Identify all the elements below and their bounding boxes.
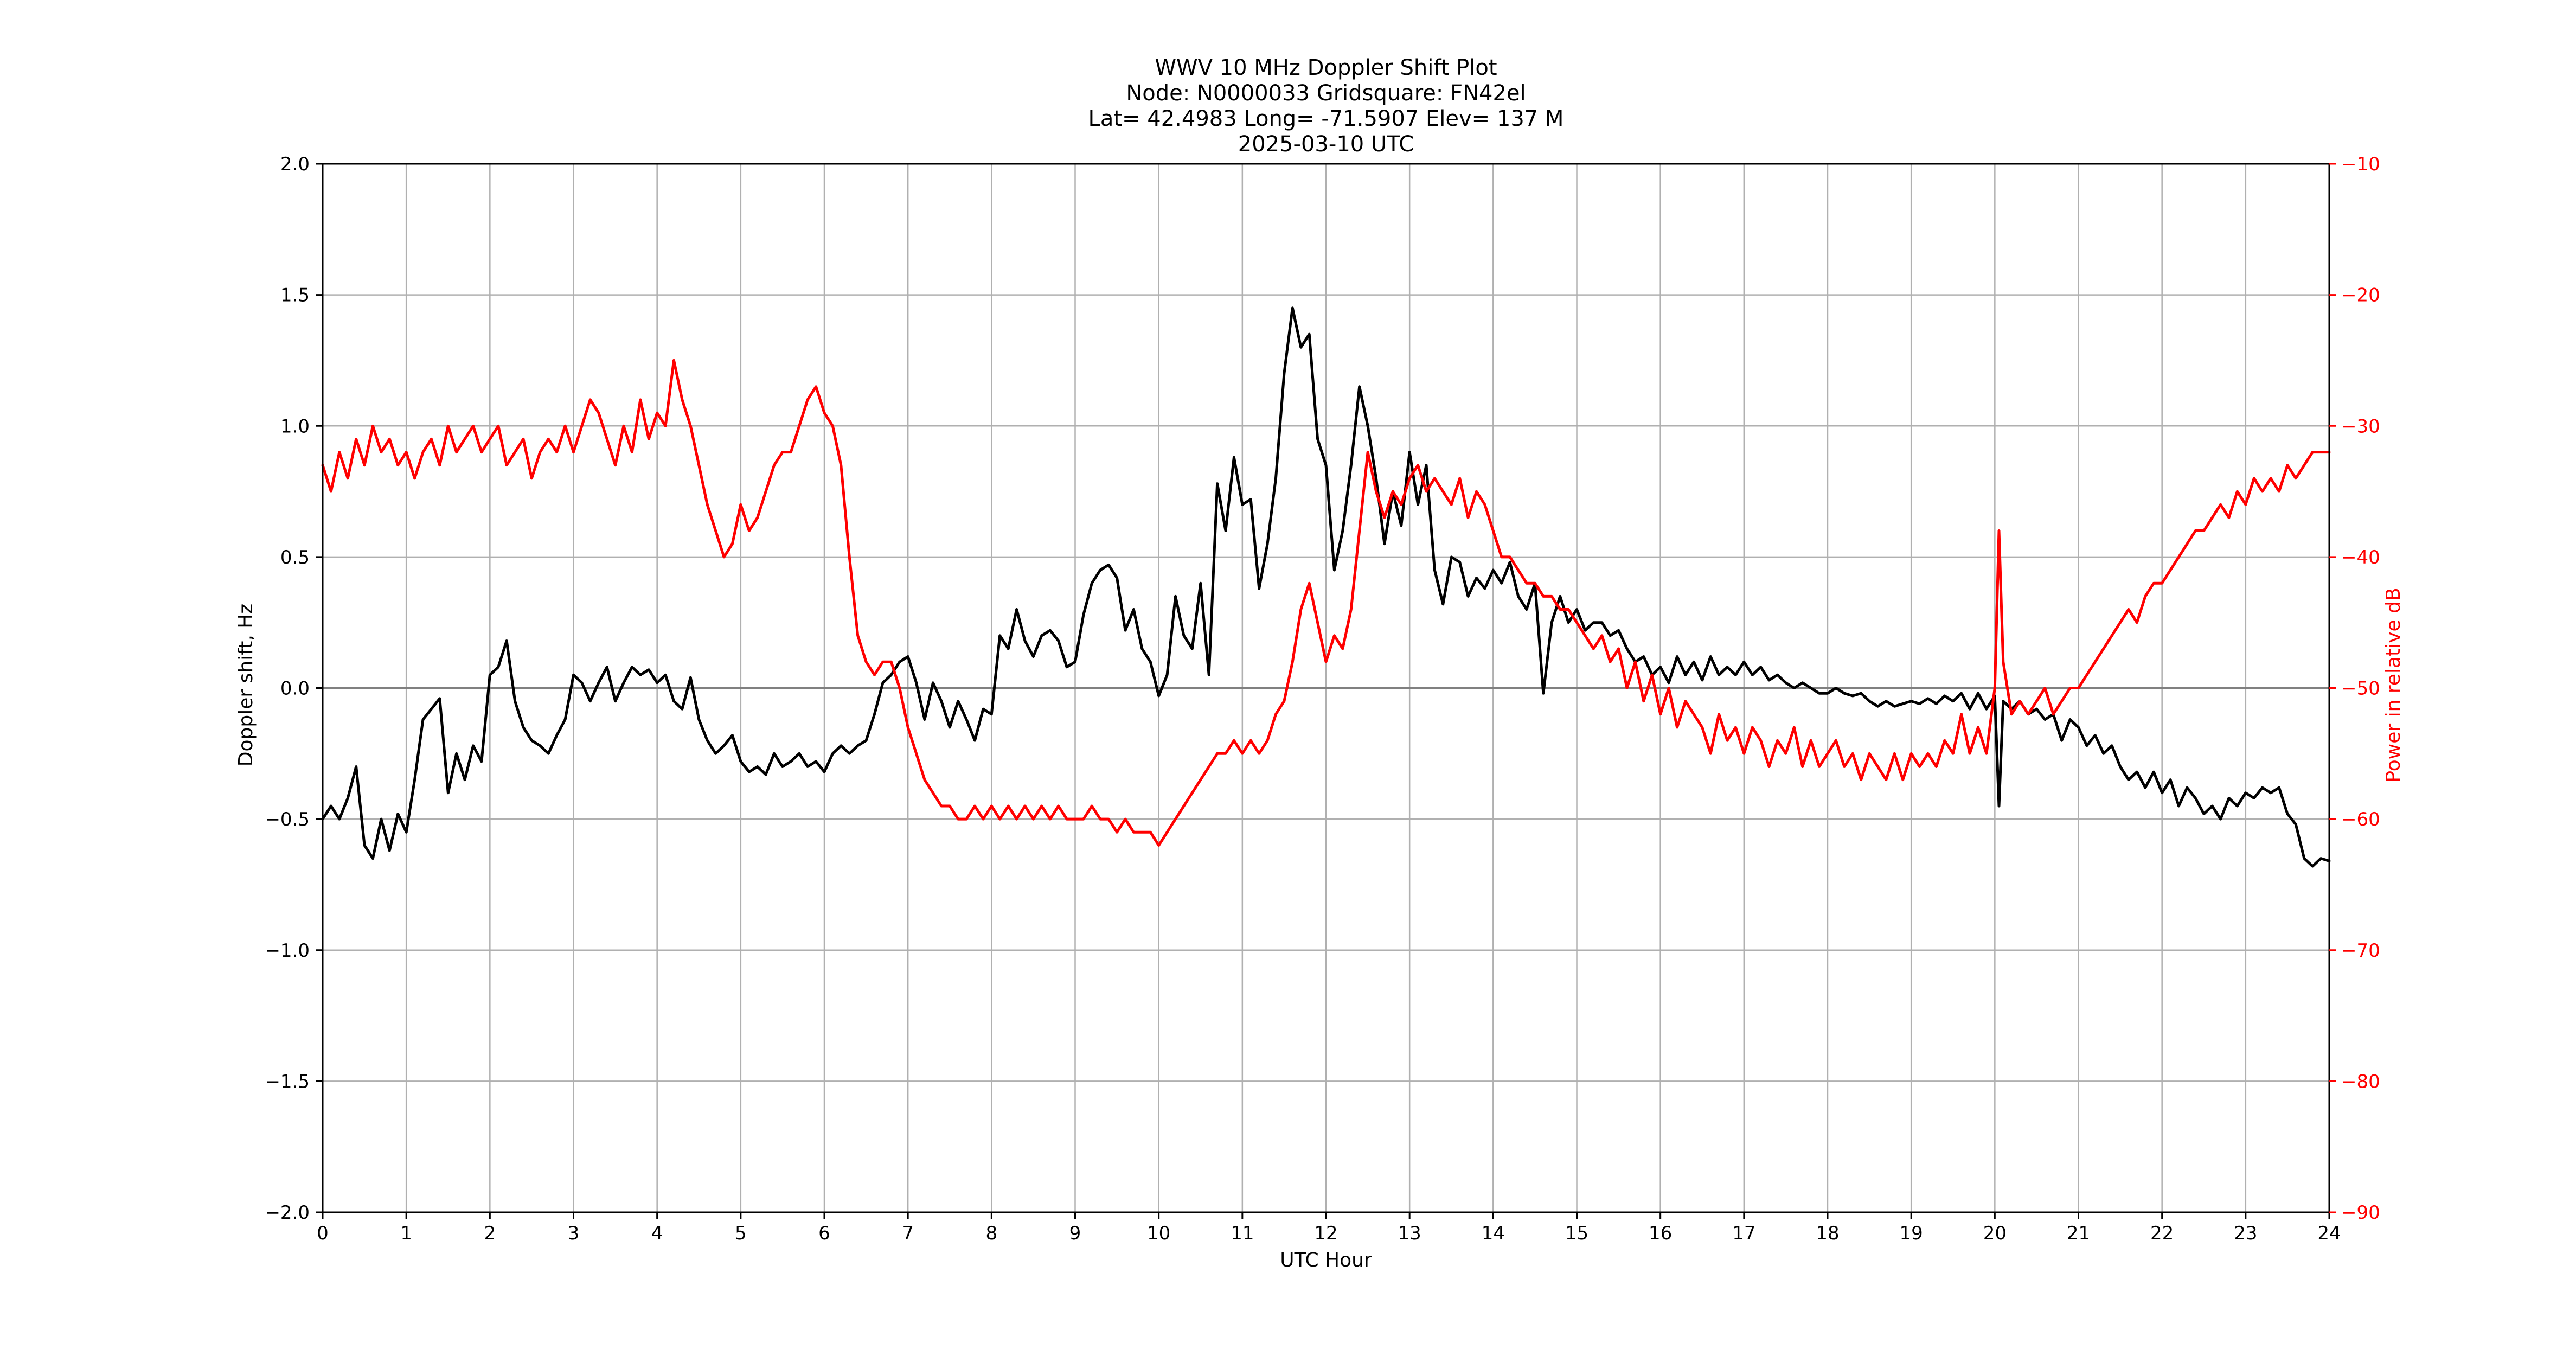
x-tick-label: 1 xyxy=(400,1223,412,1244)
x-tick-label: 4 xyxy=(651,1223,663,1244)
x-tick-label: 6 xyxy=(818,1223,830,1244)
y-tick-label: 0.5 xyxy=(280,547,310,568)
chart-title: WWV 10 MHz Doppler Shift Plot Node: N000… xyxy=(1088,55,1564,157)
x-tick-label: 0 xyxy=(317,1223,329,1244)
x-tick-label: 7 xyxy=(902,1223,914,1244)
x-tick-label: 10 xyxy=(1147,1223,1170,1244)
x-tick-label: 14 xyxy=(1482,1223,1505,1244)
doppler-series-line xyxy=(321,306,2331,868)
x-axis-label: UTC Hour xyxy=(1280,1249,1372,1271)
y-tick-label: 2.0 xyxy=(280,153,310,175)
y2-tick-label: −80 xyxy=(2341,1071,2380,1092)
y2-tick-label: −30 xyxy=(2341,415,2380,437)
x-tick-label: 12 xyxy=(1314,1223,1337,1244)
y2-axis-label: Power in relative dB xyxy=(2382,587,2405,782)
axis-ticks: 0 1 2 3 4 5 6 7 8 9 10 11 12 13 14 15 16 17 18 19 20 21 22 23 24… xyxy=(265,153,2380,1244)
x-tick-label: 3 xyxy=(568,1223,580,1244)
x-tick-label: 11 xyxy=(1231,1223,1254,1244)
title-line-3: Lat= 42.4983 Long= -71.5907 Elev= 137 M xyxy=(1088,106,1564,131)
x-tick-label: 19 xyxy=(1900,1223,1923,1244)
y2-tick-label: −20 xyxy=(2341,285,2380,306)
x-tick-label: 22 xyxy=(2150,1223,2174,1244)
series-lines xyxy=(321,306,2331,868)
y2-tick-label: −90 xyxy=(2341,1202,2380,1224)
y2-tick-label: −60 xyxy=(2341,809,2380,830)
y2-tick-label: −70 xyxy=(2341,940,2380,962)
y2-tick-label: −50 xyxy=(2341,678,2380,700)
power-series-line xyxy=(321,359,2331,847)
title-line-2: Node: N0000033 Gridsquare: FN42el xyxy=(1126,81,1526,106)
x-tick-label: 13 xyxy=(1398,1223,1421,1244)
x-tick-label: 16 xyxy=(1649,1223,1672,1244)
x-tick-label: 15 xyxy=(1565,1223,1588,1244)
y-tick-label: 1.0 xyxy=(280,415,310,437)
y-tick-label: −1.5 xyxy=(265,1071,310,1092)
x-tick-label: 17 xyxy=(1732,1223,1755,1244)
x-tick-label: 23 xyxy=(2234,1223,2257,1244)
y2-tick-label: −40 xyxy=(2341,547,2380,568)
x-tick-label: 8 xyxy=(986,1223,998,1244)
y-tick-label: −2.0 xyxy=(265,1202,310,1224)
title-line-4: 2025-03-10 UTC xyxy=(1238,132,1414,157)
x-tick-label: 9 xyxy=(1069,1223,1081,1244)
x-tick-label: 24 xyxy=(2317,1223,2341,1244)
x-tick-label: 20 xyxy=(1983,1223,2007,1244)
y-tick-label: 1.5 xyxy=(280,285,310,306)
y2-tick-label: −10 xyxy=(2341,153,2380,175)
y-tick-label: −0.5 xyxy=(265,809,310,830)
x-tick-label: 2 xyxy=(484,1223,496,1244)
x-tick-label: 21 xyxy=(2067,1223,2090,1244)
title-line-1: WWV 10 MHz Doppler Shift Plot xyxy=(1155,55,1497,80)
y-tick-label: 0.0 xyxy=(280,678,310,700)
y-axis-label: Doppler shift, Hz xyxy=(235,604,257,766)
x-tick-label: 18 xyxy=(1816,1223,1839,1244)
x-tick-label: 5 xyxy=(735,1223,747,1244)
y-tick-label: −1.0 xyxy=(265,940,310,962)
